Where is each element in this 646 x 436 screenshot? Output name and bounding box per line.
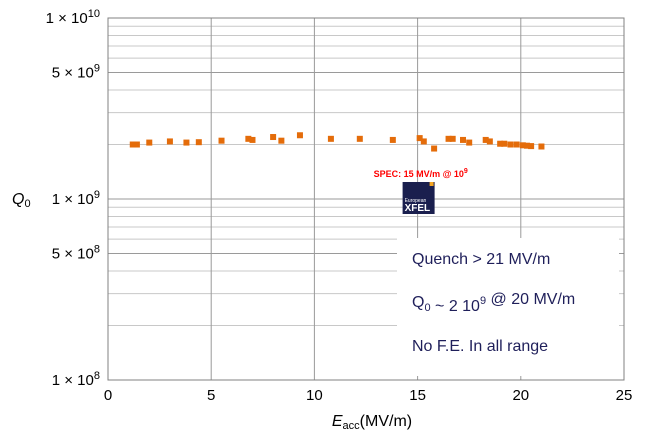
x-axis-title: Eacc(MV/m) <box>332 413 412 432</box>
xfel-logo-line1: European <box>405 198 427 204</box>
xfel-logo <box>402 182 435 214</box>
x-tick-label: 0 <box>104 387 112 404</box>
data-point <box>420 138 427 145</box>
axis-titles: Eacc(MV/m) Q0 <box>12 191 412 432</box>
x-tick-label: 15 <box>409 387 426 404</box>
data-point <box>486 138 493 145</box>
data-point <box>507 141 514 148</box>
x-tick-labels: 0 5 10 15 20 25 <box>104 387 633 404</box>
info-line: Q0 ~ 2 109 @ 20 MV/m <box>412 291 575 315</box>
y-tick-label: 1 × 1010 <box>46 8 100 27</box>
y-tick-label: 1 × 109 <box>52 189 100 208</box>
grid-lines <box>108 18 624 380</box>
data-point <box>449 135 456 142</box>
data-point <box>389 136 396 143</box>
y-tick-label: 5 × 108 <box>52 243 100 262</box>
data-point <box>218 137 225 144</box>
info-line: Quench > 21 MV/m <box>412 251 550 268</box>
y-tick-labels: 1 × 1010 5 × 109 1 × 109 5 × 108 1 × 108 <box>46 8 100 389</box>
y-axis-title: Q0 <box>12 191 31 210</box>
data-point <box>296 132 303 139</box>
plot-frame <box>107 17 625 381</box>
x-tick-label: 5 <box>207 387 215 404</box>
y-tick-label: 5 × 109 <box>52 62 100 81</box>
data-point <box>129 141 136 148</box>
data-point <box>445 135 452 142</box>
data-point <box>183 139 190 146</box>
info-line: No F.E. In all range <box>412 338 548 355</box>
data-point <box>501 140 508 147</box>
data-point <box>523 142 530 149</box>
data-point <box>466 139 473 146</box>
data-point <box>195 139 202 146</box>
data-point <box>166 138 173 145</box>
x-tick-label: 25 <box>616 387 633 404</box>
data-point <box>416 135 423 142</box>
info-box: Quench > 21 MV/m Q0 ~ 2 109 @ 20 MV/m No F… <box>397 238 619 376</box>
data-point <box>245 135 252 142</box>
info-box-background <box>397 238 619 376</box>
data-point <box>431 145 438 152</box>
data-points <box>129 132 545 152</box>
data-point <box>538 143 545 150</box>
data-point <box>270 134 277 141</box>
xfel-logo-accent <box>429 182 434 186</box>
data-point <box>278 137 285 144</box>
data-point <box>460 136 467 143</box>
data-point <box>482 136 489 143</box>
data-point <box>133 141 140 148</box>
data-point <box>146 139 153 146</box>
x-tick-label: 10 <box>306 387 323 404</box>
data-point <box>356 135 363 142</box>
data-point <box>528 143 535 150</box>
data-point <box>513 141 520 148</box>
xfel-logo-line2: XFEL <box>405 203 431 214</box>
data-point <box>519 142 526 149</box>
data-point <box>249 136 256 143</box>
y-tick-label: 1 × 108 <box>52 370 100 389</box>
x-tick-label: 20 <box>512 387 529 404</box>
spec-label: SPEC: 15 MV/m @ 109 <box>374 168 468 179</box>
data-point <box>327 135 334 142</box>
data-point <box>497 140 504 147</box>
